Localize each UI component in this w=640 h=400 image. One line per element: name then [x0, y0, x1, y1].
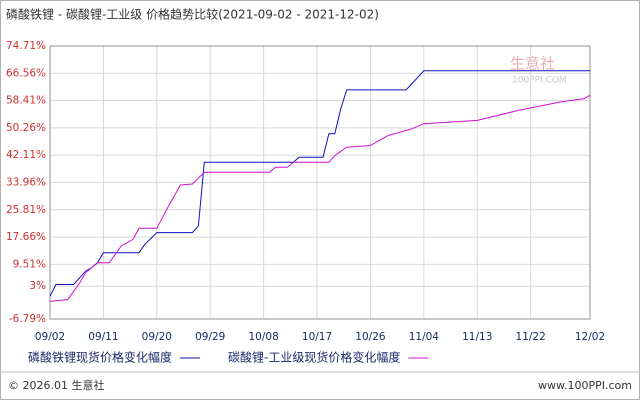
y-tick-value: 3 — [29, 280, 36, 292]
x-tick-label: 12/02 — [575, 331, 605, 343]
y-tick-value: 50.26 — [6, 122, 36, 134]
footer-left: © 2026.01 生意社 — [8, 378, 104, 392]
x-tick-label: 09/20 — [142, 331, 172, 343]
y-tick-unit: % — [36, 204, 46, 216]
y-tick-label: 74.71% — [6, 40, 46, 52]
watermark-sub: 100PPI.COM — [512, 76, 567, 86]
y-tick-unit: % — [36, 149, 46, 161]
y-tick-value: 25.81 — [6, 204, 36, 216]
x-tick-label: 11/13 — [462, 331, 492, 343]
watermark: 生意社 — [510, 55, 555, 73]
y-tick-value: 42.11 — [6, 149, 36, 161]
footer-right: www.100PPI.com — [538, 379, 632, 392]
legend-label: 磷酸铁锂现货价格变化幅度 — [28, 350, 172, 365]
legend-label: 碳酸锂-工业级现货价格变化幅度 — [228, 350, 400, 365]
y-tick-value: 17.66 — [6, 231, 36, 243]
y-tick-unit: % — [36, 122, 46, 134]
x-tick-label: 09/02 — [35, 331, 65, 343]
y-tick-unit: % — [36, 67, 46, 79]
y-tick-label: 3% — [29, 280, 46, 292]
y-tick-unit: % — [36, 280, 46, 292]
y-tick-value: 9.51 — [13, 258, 36, 270]
y-tick-unit: % — [36, 177, 46, 189]
y-tick-label: 58.41% — [6, 95, 46, 107]
x-tick-label: 10/26 — [355, 331, 386, 343]
x-tick-label: 09/11 — [88, 331, 118, 343]
x-tick-label: 09/29 — [195, 331, 225, 343]
y-tick-unit: % — [36, 95, 46, 107]
y-tick-value: 66.56 — [6, 67, 36, 79]
y-tick-label: -6.79% — [9, 313, 46, 325]
y-tick-unit: % — [36, 231, 46, 243]
x-tick-label: 11/04 — [409, 331, 440, 343]
y-tick-label: 9.51% — [13, 258, 46, 270]
x-tick-label: 11/22 — [516, 331, 546, 343]
y-tick-unit: % — [36, 313, 46, 325]
y-tick-label: 66.56% — [6, 67, 46, 79]
y-tick-label: 42.11% — [6, 149, 46, 161]
plot-border — [49, 45, 591, 320]
y-tick-label: 17.66% — [6, 231, 46, 243]
y-tick-value: -6.79 — [9, 313, 36, 325]
x-tick-label: 10/17 — [302, 331, 332, 343]
series-line — [49, 94, 591, 302]
y-tick-label: 25.81% — [6, 204, 46, 216]
y-tick-label: 50.26% — [6, 122, 46, 134]
y-tick-unit: % — [36, 40, 46, 52]
y-tick-unit: % — [36, 258, 46, 270]
y-tick-value: 33.96 — [6, 177, 36, 189]
y-tick-value: 74.71 — [6, 40, 36, 52]
y-tick-label: 33.96% — [6, 177, 46, 189]
y-tick-value: 58.41 — [6, 95, 36, 107]
chart-title: 磷酸铁锂 - 碳酸锂-工业级 价格趋势比较(2021-09-02 - 2021-… — [6, 7, 379, 22]
x-tick-label: 10/08 — [248, 331, 278, 343]
